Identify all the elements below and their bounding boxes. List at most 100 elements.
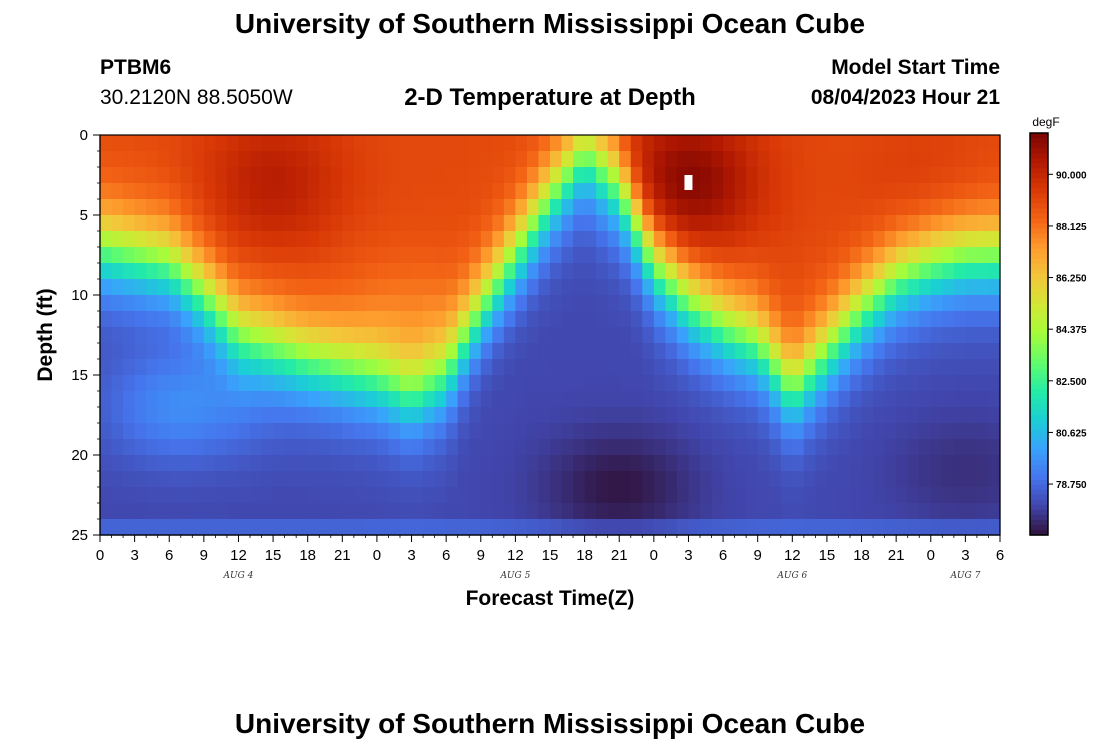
heatmap-cell	[861, 327, 874, 344]
heatmap-cell	[146, 423, 159, 440]
x-tick-label: 9	[477, 547, 485, 564]
colorbar-swatch	[1030, 288, 1048, 295]
heatmap-cell	[769, 343, 782, 360]
heatmap-cell	[884, 135, 897, 152]
heatmap-cell	[757, 343, 770, 360]
heatmap-cell	[526, 263, 540, 280]
heatmap-cell	[942, 455, 955, 472]
heatmap-cell	[746, 135, 759, 152]
heatmap-cell	[619, 231, 632, 248]
heatmap-cell	[388, 295, 401, 312]
heatmap-cell	[792, 487, 805, 504]
heatmap-cell	[757, 375, 770, 392]
heatmap-cell	[873, 183, 886, 200]
heatmap-cell	[100, 247, 113, 264]
heatmap-cell	[296, 439, 309, 456]
heatmap-cell	[953, 359, 966, 376]
heatmap-cell	[411, 391, 424, 408]
heatmap-cell	[261, 279, 274, 296]
heatmap-cell	[226, 487, 240, 504]
x-tick-label: 18	[299, 547, 316, 564]
heatmap-cell	[180, 471, 193, 488]
heatmap-cell	[815, 135, 828, 152]
heatmap-cell	[630, 247, 643, 264]
heatmap-cell	[134, 391, 147, 408]
heatmap-cell	[284, 359, 297, 376]
x-tick-label: 0	[96, 547, 104, 564]
heatmap-cell	[584, 327, 597, 344]
heatmap-cell	[700, 455, 713, 472]
heatmap-cell	[873, 151, 886, 168]
heatmap-cell	[723, 375, 736, 392]
heatmap-cell	[423, 279, 436, 296]
heatmap-cell	[273, 231, 286, 248]
heatmap-cell	[873, 247, 886, 264]
heatmap-cell	[850, 503, 863, 520]
heatmap-cell	[469, 135, 482, 152]
heatmap-cell	[953, 199, 966, 216]
heatmap-cell	[930, 247, 943, 264]
heatmap-cell	[261, 247, 274, 264]
heatmap-cell	[769, 423, 782, 440]
heatmap-cell	[330, 423, 343, 440]
heatmap-cell	[596, 423, 609, 440]
heatmap-cell	[596, 519, 609, 536]
heatmap-cell	[296, 311, 309, 328]
heatmap-cell	[850, 311, 863, 328]
x-tick-label: 6	[719, 547, 727, 564]
heatmap-cell	[423, 359, 436, 376]
heatmap-cell	[907, 135, 920, 152]
heatmap-cell	[988, 487, 1001, 504]
heatmap-cell	[319, 263, 332, 280]
heatmap-cell	[723, 423, 736, 440]
heatmap-cell	[803, 295, 816, 312]
heatmap-cell	[953, 311, 966, 328]
heatmap-cell	[457, 311, 470, 328]
heatmap-cell	[376, 199, 390, 216]
colorbar-swatch	[1030, 349, 1048, 355]
heatmap-cell	[953, 135, 966, 152]
heatmap-cell	[896, 279, 909, 296]
heatmap-cell	[203, 231, 216, 248]
heatmap-cell	[665, 375, 678, 392]
heatmap-cell	[561, 455, 574, 472]
heatmap-cell	[803, 215, 816, 232]
heatmap-cell	[261, 135, 274, 152]
heatmap-cell	[226, 455, 240, 472]
heatmap-cell	[515, 423, 528, 440]
heatmap-cell	[134, 343, 147, 360]
heatmap-cell	[988, 519, 1001, 536]
heatmap-cell	[469, 327, 482, 344]
x-tick-label: 15	[542, 547, 559, 564]
heatmap-cell	[803, 279, 816, 296]
heatmap-cell	[815, 263, 828, 280]
heatmap-cell	[250, 343, 263, 360]
heatmap-cell	[423, 423, 436, 440]
colorbar-swatch	[1030, 143, 1048, 149]
heatmap-cell	[180, 391, 193, 408]
heatmap-cell	[492, 503, 505, 520]
heatmap-cell	[711, 407, 724, 424]
heatmap-cell	[688, 359, 701, 376]
heatmap-cell	[538, 503, 551, 520]
heatmap-cell	[780, 375, 793, 392]
heatmap-cell	[757, 519, 770, 536]
heatmap-cell	[434, 247, 447, 264]
heatmap-cell	[573, 503, 586, 520]
heatmap-cell	[757, 359, 770, 376]
heatmap-cell	[619, 263, 632, 280]
heatmap-cell	[423, 311, 436, 328]
colorbar-swatch	[1030, 339, 1048, 345]
colorbar-swatch	[1030, 404, 1048, 410]
heatmap-cell	[284, 199, 297, 216]
heatmap-cell	[538, 199, 551, 216]
heatmap-cell	[515, 151, 528, 168]
heatmap-cell	[734, 439, 747, 456]
heatmap-cell	[965, 487, 978, 504]
heatmap-cell	[919, 359, 932, 376]
heatmap-cell	[930, 215, 943, 232]
y-axis-title: Depth (ft)	[34, 288, 57, 381]
heatmap-cell	[642, 359, 655, 376]
colorbar-tick-label: 90.000	[1056, 170, 1087, 181]
heatmap-cell	[711, 215, 724, 232]
